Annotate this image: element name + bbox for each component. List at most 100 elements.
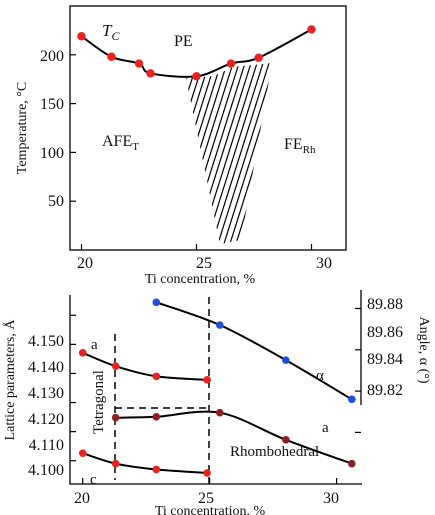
bottom-y-tick-4100: 4.100 (28, 462, 64, 479)
bottom-data-point-3 (216, 321, 224, 329)
bottom-series-line-3 (155, 301, 353, 401)
series-label-a-tetragonal: a (91, 337, 98, 353)
bottom-x-axis-label: Ti concentration, % (155, 504, 266, 515)
top-plot-frame (69, 5, 347, 251)
hatch-line (269, 63, 272, 244)
bottom-y-tick-4120: 4.120 (28, 411, 64, 428)
bottom-y-axis-label: Lattice parameters, Å (2, 319, 18, 441)
bottom-y-tick-4130: 4.130 (28, 385, 64, 402)
hatch-line (186, 63, 223, 244)
hatch-line (288, 60, 348, 250)
right-y-tick-8984: 89.84 (367, 351, 403, 368)
bottom-y-tick-4140: 4.140 (28, 359, 64, 376)
hatch-line (318, 60, 378, 250)
bottom-axis-ticks (70, 307, 361, 484)
hatch-line (108, 60, 168, 250)
right-y-tick-8986: 89.86 (367, 324, 403, 341)
bottom-data-point-3 (348, 395, 356, 404)
top-y-axis-label: Temperature, °C (15, 82, 30, 174)
bottom-data-point-1 (203, 469, 211, 477)
top-chart: 20 25 30 50 100 150 200 Ti concentration… (15, 5, 420, 287)
tetragonal-phase-label: Tetragonal (91, 370, 107, 434)
hatch-line (360, 60, 420, 250)
bottom-data-point-2 (216, 408, 224, 417)
bottom-series-line-0 (82, 351, 208, 381)
tc-data-point (146, 69, 155, 78)
hatch-line (96, 60, 156, 250)
top-y-tick-150: 150 (40, 96, 64, 113)
top-x-tick-30: 30 (316, 255, 332, 272)
hatch-line (336, 60, 396, 250)
bottom-data-point-2 (111, 413, 120, 422)
tc-data-point (307, 25, 316, 34)
bottom-data-point-1 (111, 459, 120, 468)
hatch-line (102, 60, 162, 250)
right-y-tick-8988: 89.88 (367, 296, 403, 313)
hatch-line (186, 63, 205, 244)
hatch-line (120, 60, 180, 250)
right-y-axis-label: Angle, α (°) (416, 317, 431, 384)
hatch-line (186, 63, 199, 244)
region-label-fe: FERh (284, 136, 316, 156)
bottom-data-point-0 (111, 362, 120, 370)
bottom-plot-frame (69, 295, 362, 485)
hatch-line (209, 63, 271, 244)
hatch-line (186, 63, 211, 244)
bottom-y-tick-4150: 4.150 (28, 333, 64, 350)
series-label-alpha: α (316, 368, 324, 384)
top-y-tick-100: 100 (40, 145, 64, 162)
bottom-data-point-3 (282, 356, 290, 364)
hatch-line (186, 63, 187, 244)
top-hatch-region (90, 60, 420, 250)
hatch-line (90, 60, 150, 250)
tc-curve-label: TC (102, 21, 120, 43)
bottom-data-point-2 (348, 459, 356, 468)
bottom-data-point-1 (152, 465, 161, 474)
hatch-line (324, 60, 384, 250)
bottom-x-tick-20: 20 (74, 490, 90, 507)
top-x-axis-label: Ti concentration, % (145, 272, 256, 287)
hatch-line (186, 63, 217, 244)
bottom-x-tick-30: 30 (323, 490, 339, 507)
bottom-data-point-2 (152, 413, 161, 421)
tc-data-point (254, 53, 263, 62)
hatch-line (342, 60, 402, 250)
series-label-c: c (90, 472, 97, 488)
series-label-a-rhombohedral: a (322, 420, 329, 436)
tc-data-point (107, 52, 116, 61)
bottom-chart: 20 25 30 4.100 4.110 4.120 4.130 4.140 4… (2, 290, 431, 515)
hatch-line (330, 60, 390, 250)
hatch-line (114, 60, 174, 250)
hatch-line (348, 60, 408, 250)
hatch-line (186, 63, 235, 244)
bottom-data-point-2 (282, 435, 290, 444)
bottom-data-point-1 (78, 449, 87, 457)
tc-data-point (77, 32, 86, 41)
hatch-line (312, 60, 372, 250)
top-axis-ticks (70, 54, 313, 250)
tc-data-point (226, 59, 236, 68)
bottom-data-point-0 (78, 349, 87, 357)
rhombohedral-phase-label: Rhombohedral (230, 444, 319, 460)
hatch-line (215, 63, 272, 244)
hatch-line (186, 63, 193, 244)
top-x-tick-25: 25 (196, 255, 212, 272)
bottom-series (78, 298, 356, 477)
bottom-series-line-1 (82, 452, 208, 474)
bottom-x-tick-25: 25 (198, 490, 214, 507)
hatch-line (221, 63, 272, 244)
bottom-y-tick-4110: 4.110 (29, 437, 64, 454)
hatch-line (354, 60, 414, 250)
bottom-data-point-0 (152, 372, 161, 381)
right-y-tick-8982: 89.82 (367, 382, 403, 399)
region-label-afe: AFET (102, 133, 139, 153)
top-x-tick-20: 20 (77, 255, 93, 272)
bottom-data-point-0 (203, 376, 211, 384)
tc-data-point (134, 59, 144, 68)
top-y-tick-200: 200 (40, 48, 64, 65)
top-y-tick-50: 50 (48, 193, 64, 210)
tc-data-point (192, 72, 201, 81)
bottom-data-point-3 (152, 298, 161, 307)
top-series (77, 25, 316, 81)
